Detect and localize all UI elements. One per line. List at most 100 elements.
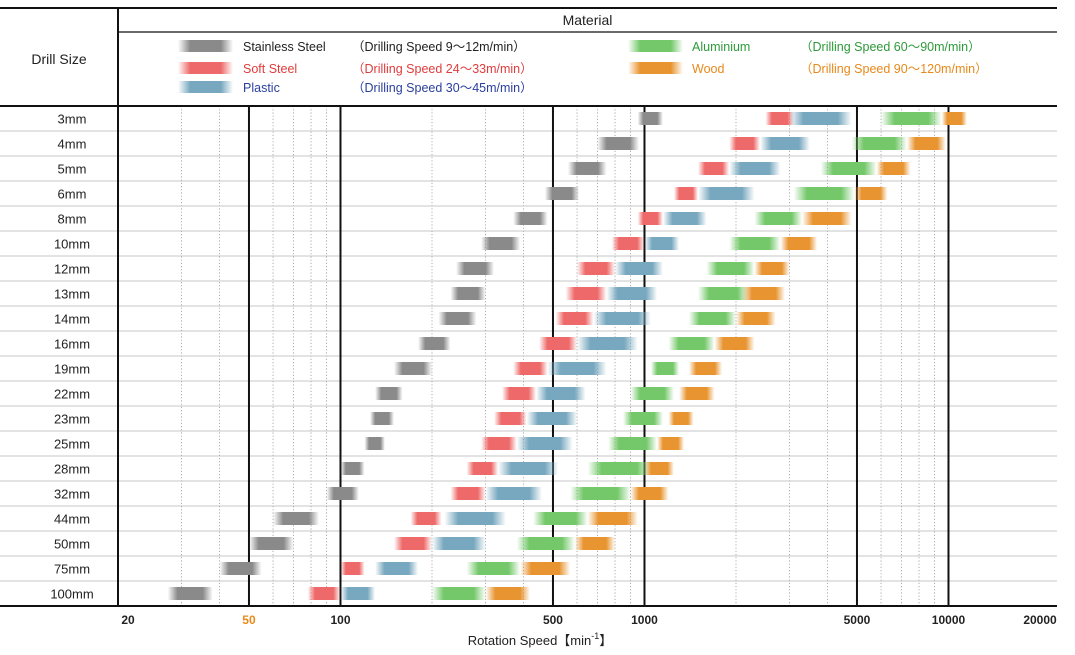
bar-stainless-steel (219, 562, 262, 575)
bar-aluminium (729, 237, 781, 250)
bar-wood (679, 387, 715, 400)
category-label: 100mm (50, 587, 93, 602)
x-tick-label: 5000 (844, 613, 871, 627)
legend-swatch-plastic (178, 81, 233, 93)
x-tick-label: 500 (543, 613, 563, 627)
bar-soft-steel (502, 387, 537, 400)
legend-label: Stainless Steel (243, 40, 326, 54)
bar-soft-steel (450, 487, 486, 500)
bar-wood (876, 162, 911, 175)
bar-wood (906, 137, 946, 150)
bar-soft-steel (729, 137, 761, 150)
bar-soft-steel (513, 362, 548, 375)
bar-wood (941, 112, 967, 125)
category-label: 5mm (58, 162, 87, 177)
bar-plastic (526, 412, 578, 425)
bar-wood (574, 537, 616, 550)
bar-aluminium (754, 212, 803, 225)
bar-stainless-steel (340, 462, 365, 475)
legend-swatch-stainless-steel (178, 40, 233, 52)
bar-stainless-steel (273, 512, 320, 525)
bar-stainless-steel (637, 112, 663, 125)
x-tick-label: 20000 (1023, 613, 1057, 627)
category-label: 19mm (54, 362, 90, 377)
x-tick-label: 100 (330, 613, 350, 627)
bar-wood (780, 237, 818, 250)
bar-plastic (340, 587, 376, 600)
bar-stainless-steel (326, 487, 359, 500)
bar-stainless-steel (394, 362, 432, 375)
x-tick-label: 10000 (932, 613, 966, 627)
category-label: 8mm (58, 212, 87, 227)
x-axis-title: Rotation Speed【min-1】 (468, 631, 613, 648)
bar-plastic (485, 487, 542, 500)
category-label: 25mm (54, 437, 90, 452)
bar-aluminium (516, 537, 575, 550)
bar-plastic (516, 437, 573, 450)
bar-soft-steel (565, 287, 607, 300)
legend-speed: （Drilling Speed 9〜12m/min） (352, 40, 526, 54)
bar-wood (657, 437, 685, 450)
bar-stainless-steel (567, 162, 607, 175)
bar-stainless-steel (438, 312, 477, 325)
bar-aluminium (608, 437, 658, 450)
bar-soft-steel (539, 337, 578, 350)
bar-stainless-steel (481, 237, 521, 250)
bar-wood (854, 187, 888, 200)
bar-wood (644, 462, 674, 475)
category-label: 22mm (54, 387, 90, 402)
bar-soft-steel (637, 212, 663, 225)
bar-plastic (593, 312, 651, 325)
bar-wood (485, 587, 530, 600)
bar-aluminium (466, 562, 521, 575)
bar-wood (587, 512, 638, 525)
legend-speed: （Drilling Speed 24〜33m/min） (352, 62, 533, 76)
bar-plastic (729, 162, 781, 175)
category-label: 14mm (54, 312, 90, 327)
bar-soft-steel (481, 437, 517, 450)
bar-wood (688, 362, 723, 375)
bar-plastic (789, 112, 852, 125)
category-label: 13mm (54, 287, 90, 302)
bar-plastic (662, 212, 707, 225)
bar-aluminium (706, 262, 755, 275)
bar-aluminium (533, 512, 588, 525)
bar-wood (754, 262, 790, 275)
bar-soft-steel (555, 312, 594, 325)
bar-aluminium (698, 287, 749, 300)
bar-wood (668, 412, 694, 425)
bar-aluminium (432, 587, 486, 600)
bar-plastic (644, 237, 680, 250)
category-label: 12mm (54, 262, 90, 277)
drill-size-header: Drill Size (31, 51, 86, 67)
legend-swatch-wood (628, 62, 683, 74)
bar-aluminium (623, 412, 663, 425)
bar-wood (742, 287, 786, 300)
frame-layer (0, 7, 1057, 607)
bar-aluminium (587, 462, 651, 475)
bar-aluminium (630, 387, 674, 400)
bar-wood (520, 562, 571, 575)
material-header: Material (563, 12, 613, 28)
bar-plastic (536, 387, 586, 400)
bar-wood (714, 337, 755, 350)
bar-plastic (375, 562, 419, 575)
bar-aluminium (688, 312, 736, 325)
category-label: 4mm (58, 137, 87, 152)
bar-plastic (432, 537, 486, 550)
bar-stainless-steel (167, 587, 213, 600)
bar-aluminium (570, 487, 631, 500)
bar-stainless-steel (544, 187, 580, 200)
bar-soft-steel (494, 412, 527, 425)
bar-aluminium (881, 112, 942, 125)
category-label: 32mm (54, 487, 90, 502)
bar-stainless-steel (597, 137, 640, 150)
bar-stainless-steel (456, 262, 495, 275)
legend-speed: （Drilling Speed 60〜90m/min） (800, 40, 981, 54)
bar-soft-steel (410, 512, 442, 525)
bar-soft-steel (307, 587, 341, 600)
bar-soft-steel (698, 162, 730, 175)
category-label: 28mm (54, 462, 90, 477)
x-tick-label: 50 (242, 613, 256, 627)
